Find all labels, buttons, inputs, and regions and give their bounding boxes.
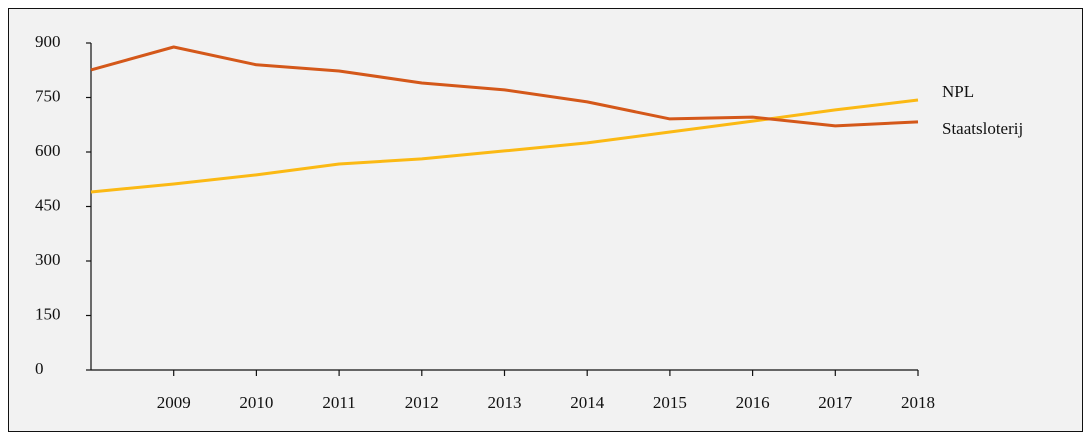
x-tick-label: 2018 <box>901 393 935 412</box>
y-tick-label: 300 <box>35 250 61 269</box>
y-tick-label: 600 <box>35 141 61 160</box>
series-line <box>90 45 919 128</box>
y-tick-label: 150 <box>35 304 61 323</box>
y-tick-label: 750 <box>35 86 61 105</box>
x-tick-label: 2011 <box>322 393 355 412</box>
series-line <box>90 98 919 194</box>
legend-label: Staatsloterij <box>942 119 1023 138</box>
x-tick-label: 2016 <box>736 393 770 412</box>
legend-label: NPL <box>942 82 974 101</box>
x-tick-label: 2013 <box>488 393 522 412</box>
x-tick-label: 2014 <box>570 393 605 412</box>
x-tick-label: 2009 <box>157 393 191 412</box>
x-tick-label: 2010 <box>239 393 273 412</box>
x-tick-label: 2015 <box>653 393 687 412</box>
y-tick-label: 450 <box>35 195 61 214</box>
y-tick-label: 0 <box>35 359 44 378</box>
chart-frame <box>8 8 1083 432</box>
y-tick-label: 900 <box>35 32 61 51</box>
x-tick-label: 2012 <box>405 393 439 412</box>
x-tick-label: 2017 <box>818 393 853 412</box>
